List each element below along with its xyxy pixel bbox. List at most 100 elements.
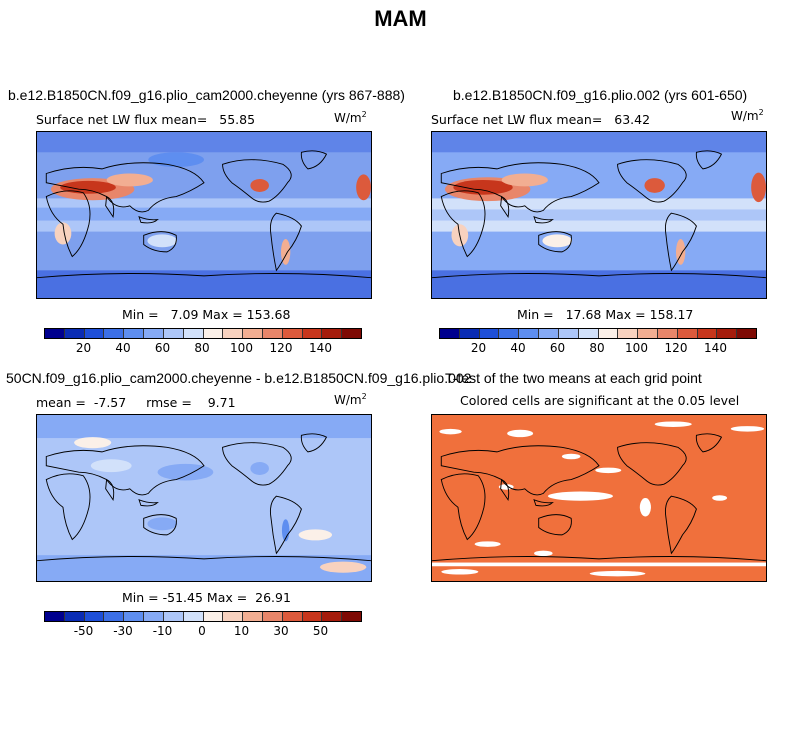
colorbar-swatch: [539, 329, 559, 338]
colorbar-swatch: [104, 612, 125, 621]
colorbar-swatch: [459, 329, 480, 338]
colorbar-swatch: [243, 612, 263, 621]
colorbar-tick-label: 100: [230, 341, 253, 355]
colorbar-swatch: [84, 612, 105, 621]
colorbar-swatch: [223, 329, 244, 338]
colorbar-swatch: [262, 329, 283, 338]
colorbar-tick-label: 60: [549, 341, 566, 355]
panel3-minmax: Min = -51.45 Max = 26.91: [122, 590, 291, 605]
panel4-subtitle: Colored cells are significant at the 0.0…: [460, 393, 740, 408]
colorbar-swatch: [183, 329, 204, 338]
colorbar-tick-label: 30: [273, 624, 289, 638]
colorbar-swatch: [302, 329, 323, 338]
colorbar-swatch: [262, 612, 283, 621]
panel2-mean-label: Surface net LW flux mean= 63.42: [431, 112, 651, 127]
colorbar-tick-label: 50: [312, 624, 329, 638]
panel1-max-value: 153.68: [246, 307, 291, 322]
panel1-units: W/m2: [334, 110, 367, 125]
panel3-mean-value: -7.57: [93, 395, 127, 410]
panel2-minmax: Min = 17.68 Max = 158.17: [517, 307, 694, 322]
colorbar-swatch: [717, 329, 738, 338]
colorbar-swatch: [558, 329, 579, 338]
colorbar-swatch: [598, 329, 619, 338]
colorbar-swatch: [342, 329, 361, 338]
colorbar-tick-label: 80: [589, 341, 605, 355]
colorbar-tick-label: 100: [625, 341, 648, 355]
colorbar-swatch: [657, 329, 678, 338]
figure-title: MAM: [374, 6, 427, 31]
panel2-max-value: 158.17: [649, 307, 694, 322]
panel3-min-value: -51.45: [162, 590, 203, 605]
colorbar-swatch: [183, 612, 204, 621]
colorbar-swatch: [84, 329, 105, 338]
colorbar-swatch: [223, 612, 244, 621]
colorbar-tick-label: 60: [154, 341, 171, 355]
panel3-title: 50CN.f09_g16.plio_cam2000.cheyenne - b.e…: [6, 370, 472, 386]
colorbar-swatch: [45, 612, 65, 621]
colorbar-tick-label: 80: [194, 341, 210, 355]
panel2-colorbar: [439, 328, 757, 339]
colorbar-swatch: [45, 329, 65, 338]
colorbar-swatch: [302, 612, 323, 621]
colorbar-swatch: [124, 329, 145, 338]
colorbar-swatch: [638, 329, 658, 338]
colorbar-swatch: [322, 329, 343, 338]
panel2-min-value: 17.68: [565, 307, 602, 322]
colorbar-swatch: [322, 612, 343, 621]
colorbar-swatch: [163, 612, 184, 621]
colorbar-tick-label: 0: [198, 624, 206, 638]
colorbar-swatch: [697, 329, 718, 338]
colorbar-swatch: [144, 329, 164, 338]
colorbar-swatch: [124, 612, 145, 621]
panel1-colorbar: [44, 328, 362, 339]
colorbar-swatch: [203, 329, 224, 338]
colorbar-tick-label: 120: [664, 341, 688, 355]
panel3-map: [36, 414, 372, 582]
colorbar-tick-label: 120: [269, 341, 293, 355]
panel2-mean-value: 63.42: [614, 112, 651, 127]
panel3-units: W/m2: [334, 392, 367, 407]
colorbar-tick-label: 40: [115, 341, 131, 355]
panel3-rmse-value: 9.71: [207, 395, 236, 410]
panel1-title: b.e12.B1850CN.f09_g16.plio_cam2000.cheye…: [8, 87, 405, 103]
panel1-map: [36, 131, 372, 299]
colorbar-swatch: [203, 612, 224, 621]
colorbar-swatch: [578, 329, 599, 338]
panel3-colorbar: [44, 611, 362, 622]
colorbar-tick-label: -30: [113, 624, 133, 638]
colorbar-swatch: [282, 329, 303, 338]
colorbar-swatch: [104, 329, 125, 338]
colorbar-swatch: [64, 329, 85, 338]
panel2-units: W/m2: [731, 108, 764, 123]
panel3-stats: mean = -7.57 rmse = 9.71: [36, 395, 236, 410]
panel1-mean-value: 55.85: [219, 112, 256, 127]
colorbar-swatch: [282, 612, 303, 621]
colorbar-tick-label: -10: [152, 624, 173, 638]
colorbar-swatch: [737, 329, 756, 338]
colorbar-swatch: [519, 329, 540, 338]
panel4-title: T-test of the two means at each grid poi…: [445, 370, 702, 386]
colorbar-swatch: [342, 612, 361, 621]
panel2-map: [431, 131, 767, 299]
panel1-minmax: Min = 7.09 Max = 153.68: [122, 307, 291, 322]
panel4-map: [431, 414, 767, 582]
panel3-max-value: 26.91: [255, 590, 291, 605]
colorbar-swatch: [479, 329, 500, 338]
colorbar-swatch: [163, 329, 184, 338]
colorbar-tick-label: 10: [233, 624, 250, 638]
colorbar-swatch: [144, 612, 164, 621]
colorbar-swatch: [64, 612, 85, 621]
colorbar-tick-label: 140: [704, 341, 727, 355]
colorbar-swatch: [243, 329, 263, 338]
colorbar-swatch: [499, 329, 520, 338]
colorbar-tick-label: -50: [73, 624, 94, 638]
panel1-mean-label: Surface net LW flux mean= 55.85: [36, 112, 256, 127]
colorbar-tick-label: 40: [510, 341, 526, 355]
colorbar-tick-label: 140: [309, 341, 332, 355]
colorbar-tick-label: 20: [75, 341, 92, 355]
panel2-title: b.e12.B1850CN.f09_g16.plio.002 (yrs 601-…: [453, 87, 748, 103]
colorbar-tick-label: 20: [470, 341, 487, 355]
colorbar-swatch: [677, 329, 698, 338]
colorbar-swatch: [440, 329, 460, 338]
colorbar-swatch: [618, 329, 639, 338]
